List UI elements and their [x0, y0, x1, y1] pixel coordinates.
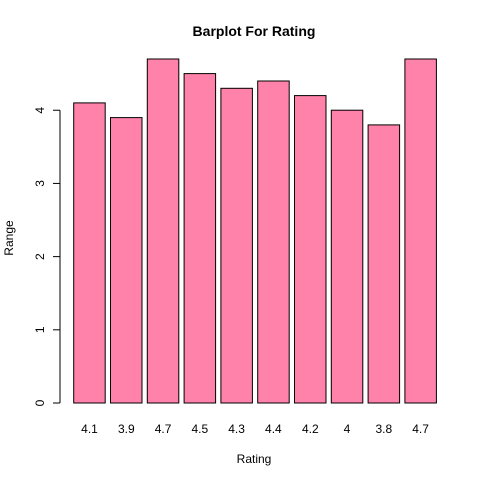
- x-tick-label: 4.4: [265, 422, 282, 436]
- bar-1: [73, 102, 106, 404]
- bar-9: [367, 124, 401, 404]
- y-tick-label: 0: [33, 399, 47, 406]
- x-tick-label: 3.8: [375, 422, 392, 436]
- x-tick-label: 4.2: [302, 422, 319, 436]
- x-axis-label: Rating: [237, 452, 272, 466]
- bar-2: [110, 117, 143, 404]
- chart-title: Barplot For Rating: [193, 23, 316, 39]
- y-tick-label: 3: [33, 180, 47, 187]
- bar-3: [146, 58, 180, 404]
- y-tick-label: 1: [33, 326, 47, 333]
- x-tick-label: 4.5: [191, 422, 208, 436]
- x-tick-labels: 4.1 3.9 4.7 4.5 4.3 4.4 4.2 4 3.8 4.7: [81, 422, 429, 436]
- y-tick-label: 2: [33, 253, 47, 260]
- y-tick-label: 4: [33, 107, 47, 114]
- y-axis: 0 1 2 3 4: [33, 107, 61, 406]
- x-tick-label: 3.9: [118, 422, 135, 436]
- bar-4: [183, 73, 217, 404]
- x-tick-label: 4.3: [228, 422, 245, 436]
- bar-6: [257, 80, 290, 404]
- x-tick-label: 4.1: [81, 422, 98, 436]
- bar-10: [404, 58, 437, 404]
- bar-7: [294, 95, 327, 404]
- x-tick-label: 4.7: [412, 422, 429, 436]
- bar-8: [330, 109, 364, 404]
- y-axis-label: Range: [2, 220, 16, 256]
- x-tick-label: 4.7: [155, 422, 172, 436]
- x-tick-label: 4: [344, 422, 351, 436]
- bar-5: [220, 87, 253, 404]
- bars-group: [73, 58, 437, 404]
